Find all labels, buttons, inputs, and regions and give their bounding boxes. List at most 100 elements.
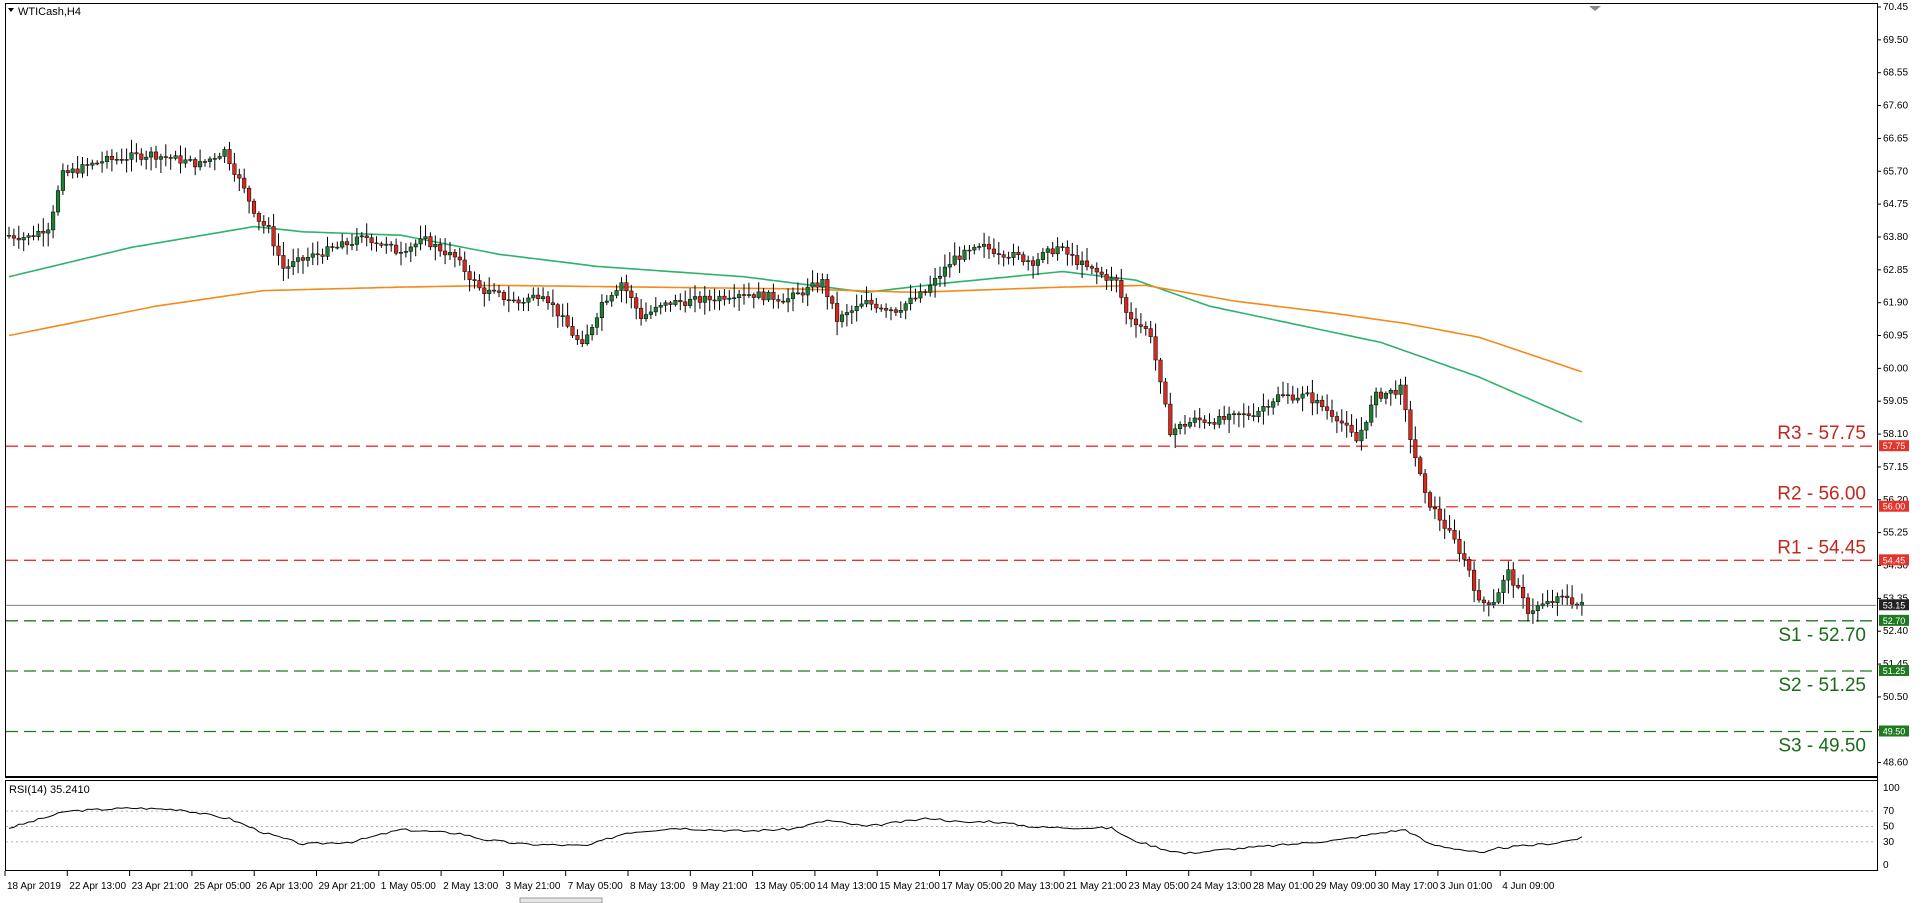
candle-bear xyxy=(1339,420,1344,424)
price-tick-label: 57.15 xyxy=(1883,462,1908,473)
candle-bear xyxy=(65,170,70,173)
candle-bull xyxy=(928,285,933,293)
candle-bull xyxy=(1501,579,1506,593)
candle-bear xyxy=(1182,424,1188,427)
time-tick-label: 9 May 21:00 xyxy=(692,881,747,892)
candle-bear xyxy=(119,158,124,161)
candle-bear xyxy=(1060,246,1065,248)
candle-bull xyxy=(158,156,163,160)
candle-bear xyxy=(438,244,443,252)
candle-bull xyxy=(521,302,526,304)
candle-bear xyxy=(1197,417,1202,421)
dropdown-triangle-icon[interactable] xyxy=(8,8,14,12)
candle-bear xyxy=(1075,255,1080,265)
candle-bear xyxy=(668,302,673,305)
candle-bull xyxy=(511,299,516,302)
candle-bull xyxy=(1535,605,1540,612)
time-tick-label: 24 May 13:00 xyxy=(1191,881,1252,892)
candle-bull xyxy=(849,310,854,313)
price-tick-label: 68.55 xyxy=(1883,68,1908,79)
candle-bear xyxy=(364,235,369,238)
ma-fast-line xyxy=(8,225,1583,423)
candle-bear xyxy=(825,279,830,298)
candle-bull xyxy=(1109,277,1114,281)
level-label-r1: R1 - 54.45 xyxy=(1777,537,1866,558)
support-resistance-levels: R3 - 57.75 57.75 R2 - 56.00 56.00 R1 - 54.45… xyxy=(6,423,1909,757)
candle-bull xyxy=(967,249,972,252)
candle-bear xyxy=(1462,553,1467,560)
candle-bull xyxy=(756,291,761,298)
candle-bull xyxy=(291,261,296,268)
level-badge-r1 xyxy=(1879,554,1909,566)
candle-bull xyxy=(531,294,536,299)
candle-bear xyxy=(1310,392,1315,404)
candle-bear xyxy=(1403,384,1408,411)
candle-bear xyxy=(1457,538,1462,554)
candle-bear xyxy=(281,255,286,269)
current-price-text: 53.15 xyxy=(1883,600,1906,610)
candle-bear xyxy=(300,257,306,261)
candle-bear xyxy=(913,297,918,300)
candle-bear xyxy=(1266,406,1271,408)
candle-bull xyxy=(810,282,815,288)
candle-bull xyxy=(702,295,707,303)
candle-bear xyxy=(1467,559,1472,571)
candle-bear xyxy=(1481,599,1486,603)
price-tick-label: 70.45 xyxy=(1883,2,1908,13)
candle-bear xyxy=(134,152,139,155)
current-price-line: 53.15 xyxy=(6,599,1909,611)
scrollbar-thumb[interactable] xyxy=(519,897,603,903)
candle-bull xyxy=(839,314,845,322)
candle-bull xyxy=(212,158,217,160)
candle-bull xyxy=(653,306,658,313)
time-tick-label: 30 May 17:00 xyxy=(1378,881,1439,892)
candle-bull xyxy=(207,158,212,162)
candle-bull xyxy=(795,292,800,295)
candle-bear xyxy=(800,292,805,296)
scroll-marker-icon[interactable] xyxy=(1589,6,1601,11)
candle-bull xyxy=(918,291,923,299)
candle-bear xyxy=(830,296,835,304)
candle-bear xyxy=(1143,326,1148,329)
candle-bear xyxy=(139,153,144,160)
time-tick-label: 17 May 05:00 xyxy=(942,881,1003,892)
candle-bear xyxy=(345,241,350,246)
candle-bear xyxy=(707,295,712,301)
candle-bull xyxy=(982,244,987,247)
level-badge-text: 51.25 xyxy=(1883,666,1906,676)
candle-bear xyxy=(879,307,884,310)
candle-bear xyxy=(1099,271,1104,275)
candle-bear xyxy=(678,300,683,303)
price-tick-label: 69.50 xyxy=(1883,35,1908,46)
candle-bull xyxy=(398,252,404,254)
candle-bear xyxy=(1320,399,1325,408)
candle-bull xyxy=(222,149,227,157)
time-axis: 18 Apr 2019 22 Apr 13:00 23 Apr 21:00 25 Ap… xyxy=(4,871,1555,892)
candle-bear xyxy=(1133,318,1139,326)
rsi-tick-label: 70 xyxy=(1883,806,1895,817)
current-price-badge xyxy=(1879,599,1909,611)
candle-bear xyxy=(751,294,756,298)
candle-bear xyxy=(256,213,261,222)
candle-bear xyxy=(835,303,840,322)
level-badge-s3 xyxy=(1879,725,1909,737)
level-label-s2: S2 - 51.25 xyxy=(1778,675,1866,696)
candle-bull xyxy=(820,279,825,288)
candle-bear xyxy=(1565,595,1570,599)
candle-bull xyxy=(1173,428,1178,436)
candle-bull xyxy=(854,306,859,312)
candle-bear xyxy=(575,335,580,340)
candle-bear xyxy=(271,226,276,247)
candle-bear xyxy=(580,339,585,345)
candle-bear xyxy=(565,315,570,327)
candle-bull xyxy=(46,229,51,234)
candle-bull xyxy=(1295,397,1300,401)
time-tick-label: 2 May 13:00 xyxy=(443,881,498,892)
candle-bear xyxy=(1031,260,1036,266)
candle-bear xyxy=(394,244,399,254)
candle-bear xyxy=(251,200,257,214)
time-tick-label: 8 May 13:00 xyxy=(630,881,685,892)
candle-bull xyxy=(648,311,653,315)
candle-bull xyxy=(898,309,903,313)
